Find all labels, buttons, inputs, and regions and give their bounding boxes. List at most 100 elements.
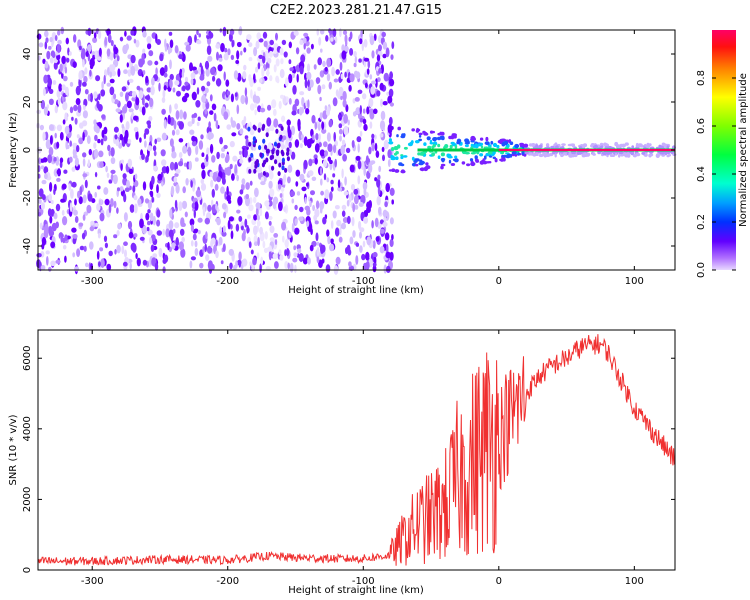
noise-speckle: [149, 236, 152, 245]
noise-speckle: [110, 40, 114, 47]
noise-feature-mark: [284, 167, 288, 173]
noise-speckle: [170, 185, 175, 196]
signal-mark: [427, 145, 432, 149]
noise-speckle: [173, 120, 177, 130]
noise-speckle: [72, 147, 77, 158]
noise-speckle: [387, 159, 391, 168]
noise-speckle: [306, 71, 312, 81]
noise-speckle: [239, 158, 244, 164]
noise-speckle: [69, 202, 73, 213]
noise-speckle: [94, 171, 98, 178]
noise-speckle: [310, 43, 314, 50]
noise-speckle: [365, 251, 370, 261]
noise-speckle: [179, 109, 184, 120]
noise-speckle: [222, 243, 226, 252]
noise-speckle: [223, 144, 228, 150]
noise-speckle: [74, 216, 79, 223]
noise-speckle: [135, 130, 139, 141]
signal-mark: [439, 135, 444, 140]
noise-speckle: [317, 57, 323, 66]
noise-speckle: [330, 186, 334, 192]
noise-speckle: [259, 263, 262, 273]
signal-mark: [514, 143, 520, 149]
noise-speckle: [376, 77, 381, 83]
signal-mark: [501, 142, 506, 147]
noise-speckle: [297, 118, 301, 129]
noise-speckle: [108, 150, 111, 157]
noise-speckle: [361, 41, 364, 52]
noise-speckle: [171, 129, 176, 136]
noise-speckle: [116, 244, 121, 254]
noise-speckle: [36, 109, 42, 114]
noise-speckle: [211, 155, 216, 163]
snr-frame: [37, 329, 676, 571]
noise-speckle: [83, 75, 88, 83]
noise-speckle: [93, 119, 97, 126]
noise-speckle: [234, 164, 238, 174]
noise-speckle: [342, 99, 347, 108]
signal-mark: [554, 153, 557, 158]
signal-mark: [422, 130, 426, 134]
noise-speckle: [284, 238, 289, 249]
signal-mark: [440, 152, 445, 157]
y-tick-label: 2000: [22, 487, 33, 512]
noise-speckle: [323, 141, 328, 148]
signal-mark: [415, 158, 420, 162]
y-tick-label: 4000: [22, 416, 33, 441]
signal-mark: [609, 153, 613, 157]
noise-speckle: [188, 160, 192, 171]
noise-speckle: [355, 107, 361, 115]
noise-speckle: [238, 251, 242, 261]
noise-speckle: [104, 198, 110, 206]
noise-speckle: [375, 150, 380, 158]
signal-mark: [400, 155, 404, 160]
noise-feature-mark: [276, 143, 281, 149]
snr-x-axis-label: Height of straight line (km): [288, 585, 424, 596]
noise-speckle: [279, 193, 283, 198]
noise-speckle: [348, 84, 352, 92]
noise-speckle: [282, 135, 287, 141]
signal-mark: [394, 169, 400, 173]
noise-speckle: [327, 156, 332, 162]
noise-speckle: [236, 104, 240, 115]
noise-speckle: [59, 131, 64, 141]
noise-speckle: [349, 31, 353, 40]
noise-speckle: [146, 120, 151, 126]
noise-speckle: [326, 73, 331, 82]
noise-speckle: [152, 145, 157, 152]
signal-mark: [400, 170, 406, 174]
noise-speckle: [226, 195, 232, 202]
noise-speckle: [122, 261, 128, 267]
noise-speckle: [64, 86, 69, 96]
noise-speckle: [207, 260, 213, 271]
noise-speckle: [184, 211, 188, 218]
noise-speckle: [218, 163, 222, 174]
y-tick-label: 0: [22, 147, 33, 153]
signal-mark: [571, 150, 577, 155]
noise-speckle: [128, 231, 134, 239]
noise-speckle: [180, 248, 186, 258]
noise-speckle: [322, 159, 328, 168]
noise-speckle: [373, 33, 377, 41]
noise-speckle: [167, 241, 170, 251]
signal-mark: [614, 152, 618, 156]
noise-speckle: [389, 238, 394, 248]
noise-speckle: [180, 217, 185, 228]
noise-speckle: [98, 47, 102, 57]
noise-feature-mark: [253, 168, 257, 174]
noise-speckle: [215, 78, 222, 87]
noise-speckle: [312, 204, 315, 212]
noise-speckle: [211, 199, 214, 207]
noise-speckle: [134, 65, 139, 72]
noise-speckle: [53, 212, 58, 220]
noise-speckle: [208, 32, 214, 39]
noise-speckle: [264, 50, 269, 61]
noise-speckle: [62, 216, 68, 226]
noise-speckle: [357, 175, 361, 185]
noise-speckle: [156, 184, 159, 194]
noise-speckle: [376, 54, 381, 62]
noise-speckle: [44, 173, 48, 180]
noise-speckle: [309, 79, 314, 88]
noise-speckle: [133, 115, 139, 121]
noise-speckle: [49, 135, 53, 145]
